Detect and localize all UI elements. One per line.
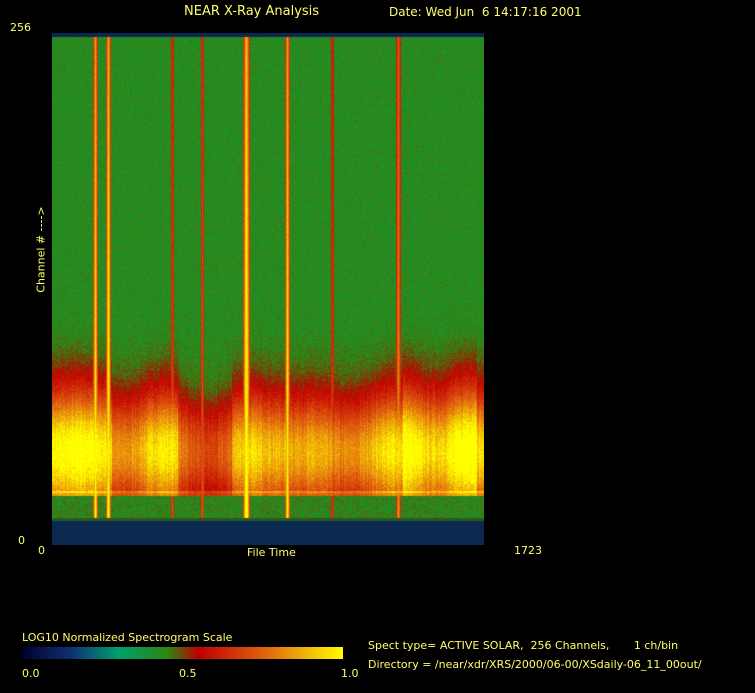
colorbar (22, 647, 343, 659)
y-axis-label: Channel # ----> (34, 206, 48, 293)
x-tick-min: 0 (38, 544, 45, 557)
colorbar-tick-0: 0.0 (22, 667, 40, 680)
date-label: Date: Wed Jun 6 14:17:16 2001 (389, 5, 582, 19)
colorbar-tick-05: 0.5 (179, 667, 197, 680)
x-tick-max: 1723 (514, 544, 542, 557)
colorbar-label: LOG10 Normalized Spectrogram Scale (22, 631, 233, 644)
colorbar-tick-1: 1.0 (341, 667, 359, 680)
spect-type-info: Spect type= ACTIVE SOLAR, 256 Channels, … (368, 639, 679, 652)
y-tick-min: 0 (18, 534, 25, 547)
plot-title: NEAR X-Ray Analysis (184, 4, 320, 19)
directory-info: Directory = /near/xdr/XRS/2000/06-00/XSd… (368, 658, 702, 671)
y-tick-max: 256 (10, 21, 31, 34)
x-axis-label: File Time (247, 546, 296, 559)
spectrogram-heatmap (52, 33, 484, 545)
